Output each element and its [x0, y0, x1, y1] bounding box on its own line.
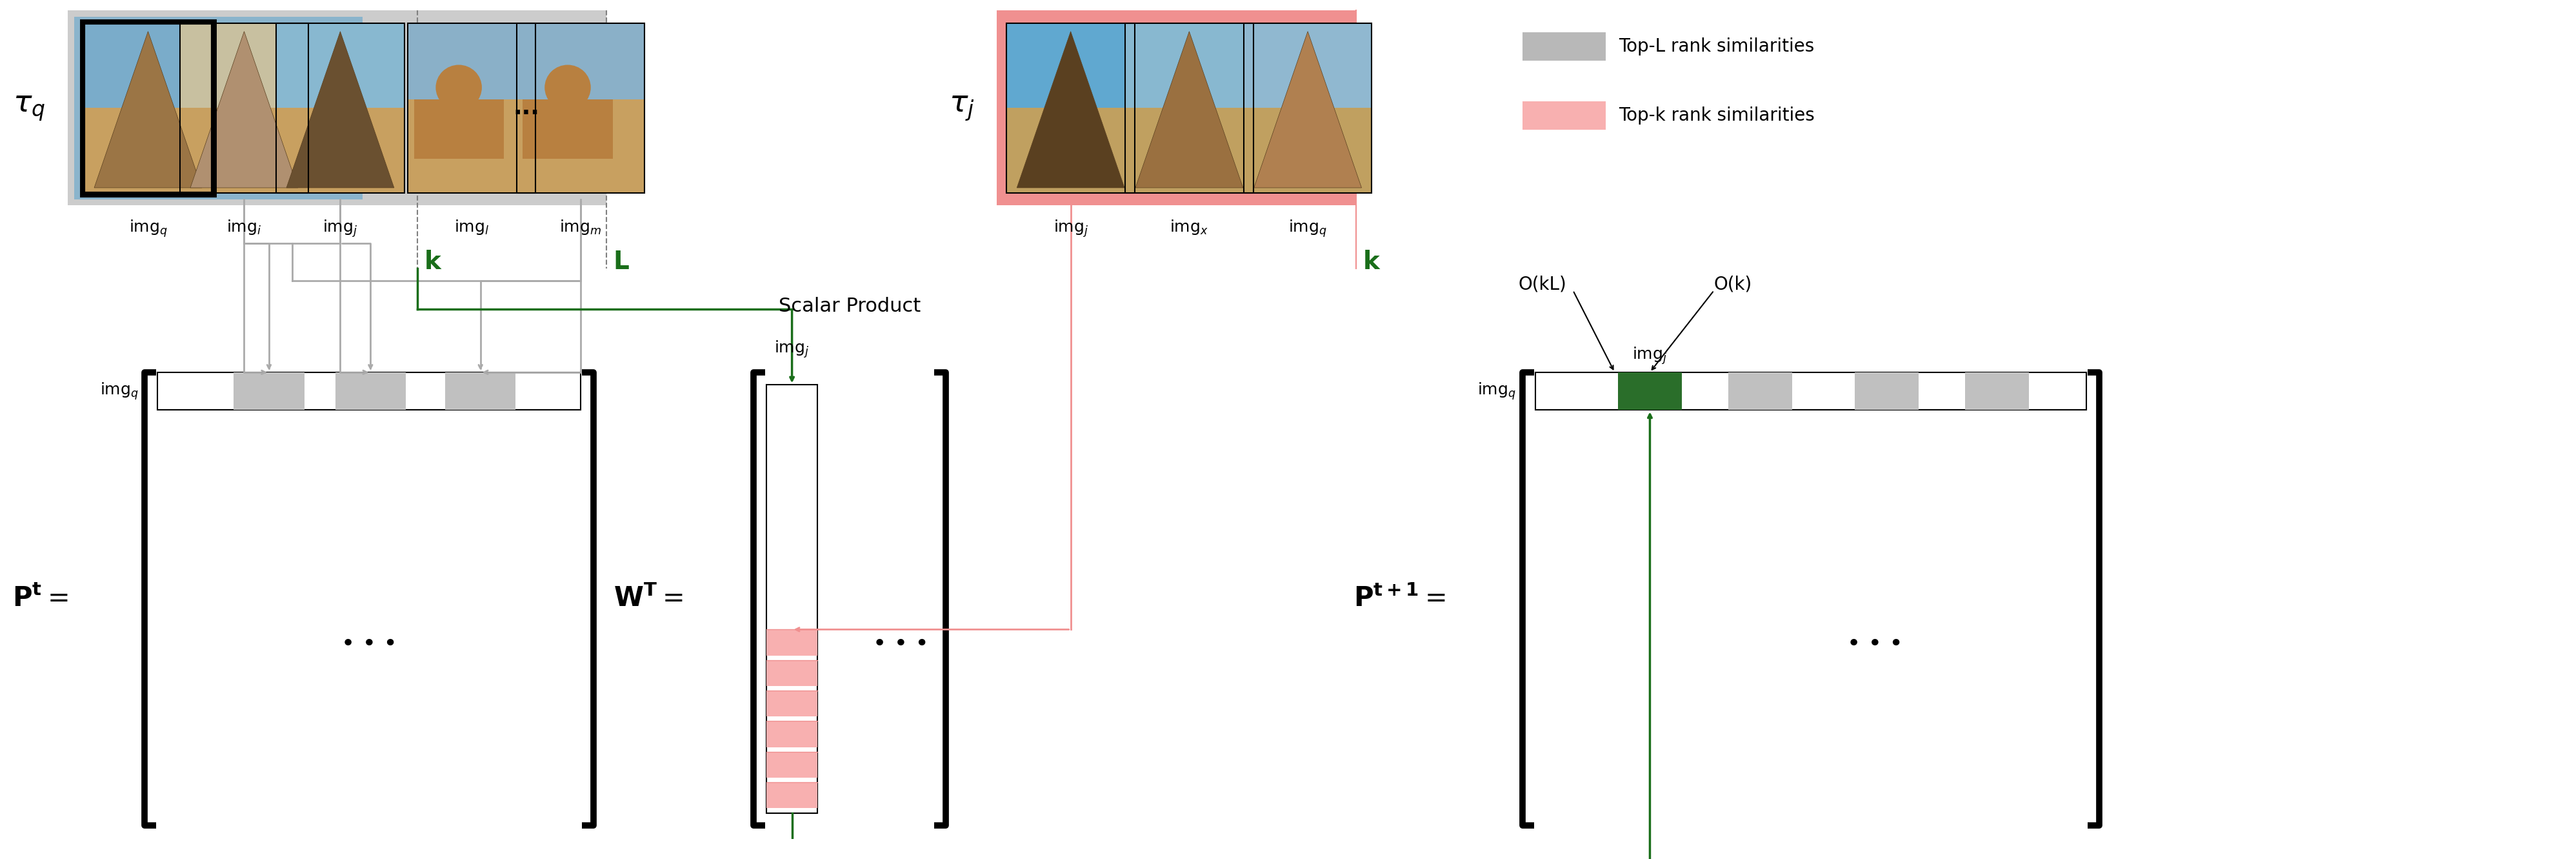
- Text: $\mathbf{k}$: $\mathbf{k}$: [422, 249, 443, 274]
- Text: $\mathrm{img}_i$: $\mathrm{img}_i$: [227, 218, 263, 236]
- Polygon shape: [286, 32, 394, 188]
- Text: O(kL): O(kL): [1517, 275, 1566, 293]
- Bar: [1126, 23, 1255, 108]
- Text: $\mathrm{img}_l$: $\mathrm{img}_l$: [453, 218, 489, 236]
- Text: $\mathrm{img}_q$: $\mathrm{img}_q$: [129, 218, 167, 239]
- Bar: [515, 100, 644, 193]
- Text: $\mathrm{img}_q$: $\mathrm{img}_q$: [100, 381, 139, 401]
- Bar: [180, 23, 309, 108]
- Text: $\tau_q$: $\tau_q$: [13, 94, 46, 123]
- Bar: [1728, 372, 1793, 410]
- Text: $\mathrm{img}_j$: $\mathrm{img}_j$: [1633, 345, 1667, 366]
- Bar: [1007, 23, 1136, 108]
- Bar: [85, 108, 211, 193]
- Bar: [180, 23, 309, 108]
- Text: $\mathbf{W^T}=$: $\mathbf{W^T}=$: [613, 585, 683, 612]
- Bar: [1007, 23, 1136, 108]
- Text: $\mathrm{img}_q$: $\mathrm{img}_q$: [1288, 218, 1327, 239]
- Bar: [765, 385, 817, 813]
- Text: Top-k rank similarities: Top-k rank similarities: [1618, 107, 1814, 125]
- Bar: [85, 23, 211, 108]
- Bar: [1244, 23, 1373, 108]
- Bar: [997, 10, 1355, 205]
- Bar: [1244, 23, 1373, 193]
- Polygon shape: [1018, 32, 1126, 188]
- Bar: [765, 691, 817, 716]
- Bar: [1007, 108, 1136, 193]
- Text: O(k): O(k): [1713, 275, 1752, 293]
- Bar: [515, 23, 644, 100]
- Text: $\mathrm{img}_j$: $\mathrm{img}_j$: [775, 339, 809, 360]
- Bar: [765, 630, 817, 655]
- Bar: [765, 783, 817, 808]
- Text: Top-L rank similarities: Top-L rank similarities: [1618, 37, 1814, 55]
- Polygon shape: [1136, 32, 1244, 188]
- Text: $\mathbf{k}$: $\mathbf{k}$: [1363, 249, 1381, 274]
- Text: $\mathrm{img}_q$: $\mathrm{img}_q$: [1479, 381, 1517, 401]
- Bar: [523, 100, 613, 159]
- Text: $\tau_j$: $\tau_j$: [948, 94, 974, 123]
- Text: $\mathrm{img}_m$: $\mathrm{img}_m$: [559, 218, 603, 236]
- Bar: [1244, 23, 1373, 108]
- Bar: [1965, 372, 2030, 410]
- Bar: [1126, 108, 1255, 193]
- Bar: [765, 752, 817, 777]
- Bar: [276, 23, 404, 108]
- Bar: [1522, 101, 1605, 130]
- Polygon shape: [95, 32, 201, 188]
- Polygon shape: [1255, 32, 1363, 188]
- Bar: [1007, 23, 1136, 193]
- Circle shape: [544, 64, 590, 110]
- Text: $\mathrm{img}_j$: $\mathrm{img}_j$: [1054, 218, 1087, 239]
- Bar: [157, 372, 580, 410]
- Bar: [765, 722, 817, 747]
- Bar: [1522, 33, 1605, 61]
- Text: Scalar Product: Scalar Product: [778, 297, 920, 315]
- Bar: [75, 16, 363, 199]
- Bar: [1535, 372, 2087, 410]
- Bar: [85, 23, 211, 108]
- Bar: [1126, 23, 1255, 108]
- Bar: [335, 372, 407, 410]
- Bar: [1244, 108, 1373, 193]
- Bar: [276, 108, 404, 193]
- Text: $\mathrm{img}_j$: $\mathrm{img}_j$: [322, 218, 358, 239]
- Text: ...: ...: [513, 97, 538, 119]
- Bar: [407, 23, 536, 100]
- Text: $\mathrm{img}_x$: $\mathrm{img}_x$: [1170, 218, 1208, 236]
- Text: $\mathbf{L}$: $\mathbf{L}$: [613, 249, 629, 274]
- Bar: [85, 23, 211, 193]
- Text: • • •: • • •: [1847, 633, 1904, 655]
- Bar: [1618, 372, 1682, 410]
- Text: • • •: • • •: [873, 633, 930, 655]
- Text: $\mathbf{P^{t+1}}=$: $\mathbf{P^{t+1}}=$: [1352, 585, 1445, 612]
- Bar: [1126, 23, 1255, 193]
- Bar: [1855, 372, 1919, 410]
- Bar: [765, 660, 817, 686]
- Bar: [415, 100, 505, 159]
- Polygon shape: [191, 32, 299, 188]
- Bar: [67, 10, 605, 205]
- Bar: [276, 23, 404, 108]
- Bar: [180, 108, 309, 193]
- Bar: [276, 23, 404, 193]
- Bar: [407, 100, 536, 193]
- Bar: [234, 372, 304, 410]
- Text: $\mathbf{P^t}=$: $\mathbf{P^t}=$: [13, 585, 67, 612]
- Text: • • •: • • •: [340, 633, 397, 655]
- Bar: [515, 23, 644, 193]
- Bar: [180, 23, 309, 193]
- Circle shape: [435, 64, 482, 110]
- Bar: [407, 23, 536, 193]
- Bar: [446, 372, 515, 410]
- Bar: [82, 21, 214, 195]
